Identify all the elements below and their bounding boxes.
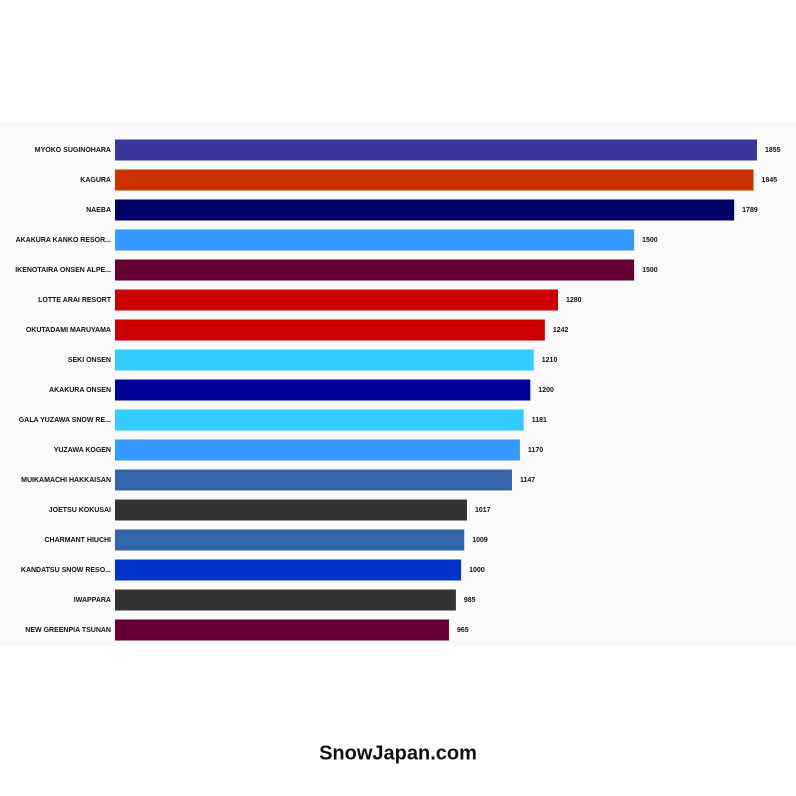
y-tick-label: JOETSU KOKUSAI bbox=[49, 507, 111, 514]
bar bbox=[115, 379, 531, 401]
y-tick-label: OKUTADAMI MARUYAMA bbox=[26, 327, 111, 334]
footer: SnowJapan.com bbox=[319, 742, 477, 764]
y-tick-label: LOTTE ARAI RESORT bbox=[38, 297, 112, 304]
bar bbox=[115, 499, 467, 521]
value-label: 1200 bbox=[538, 387, 554, 394]
bar bbox=[115, 139, 757, 161]
y-tick-label: NAEBA bbox=[86, 207, 111, 214]
y-tick-label: IKENOTAIRA ONSEN ALPE... bbox=[15, 267, 111, 274]
value-label: 1789 bbox=[742, 207, 758, 214]
bar bbox=[115, 469, 512, 491]
y-tick-label: KAGURA bbox=[80, 177, 111, 184]
bar bbox=[115, 199, 735, 221]
y-tick-label: YUZAWA KOGEN bbox=[54, 447, 111, 454]
value-label: 1242 bbox=[553, 327, 569, 334]
y-tick-label: IWAPPARA bbox=[74, 597, 111, 604]
value-label: 1845 bbox=[762, 177, 778, 184]
value-label: 1000 bbox=[469, 567, 485, 574]
value-label: 985 bbox=[464, 597, 476, 604]
value-label: 1210 bbox=[542, 357, 558, 364]
value-label: 1147 bbox=[520, 477, 535, 484]
bar bbox=[115, 439, 520, 461]
y-tick-label: MUIKAMACHI HAKKAISAN bbox=[21, 477, 111, 484]
bar bbox=[115, 289, 558, 311]
y-tick-label: AKAKURA KANKO RESOR... bbox=[16, 237, 111, 244]
y-tick-label: KANDATSU SNOW RESO... bbox=[21, 567, 111, 574]
y-tick-label: GALA YUZAWA SNOW RE... bbox=[19, 417, 111, 424]
bar bbox=[115, 529, 465, 551]
value-label: 965 bbox=[457, 627, 469, 634]
bar bbox=[115, 349, 534, 371]
bar bbox=[115, 589, 456, 611]
value-label: 1855 bbox=[765, 147, 781, 154]
bar bbox=[115, 409, 524, 431]
bar bbox=[115, 619, 449, 641]
value-label: 1500 bbox=[642, 267, 658, 274]
y-tick-label: CHARMANT HIUCHI bbox=[45, 537, 112, 544]
value-label: 1280 bbox=[566, 297, 582, 304]
value-label: 1181 bbox=[532, 417, 547, 424]
value-label: 1017 bbox=[475, 507, 491, 514]
y-tick-label: MYOKO SUGINOHARA bbox=[35, 147, 111, 154]
bar bbox=[115, 559, 462, 581]
bar bbox=[115, 319, 545, 341]
bar bbox=[115, 259, 635, 281]
y-tick-label: AKAKURA ONSEN bbox=[49, 387, 111, 394]
y-tick-label: SEKI ONSEN bbox=[68, 357, 111, 364]
value-label: 1170 bbox=[528, 447, 543, 454]
y-tick-label: NEW GREENPIA TSUNAN bbox=[25, 627, 111, 634]
bar bbox=[115, 169, 754, 191]
value-label: 1500 bbox=[642, 237, 658, 244]
bar bbox=[115, 229, 635, 251]
value-label: 1009 bbox=[472, 537, 488, 544]
